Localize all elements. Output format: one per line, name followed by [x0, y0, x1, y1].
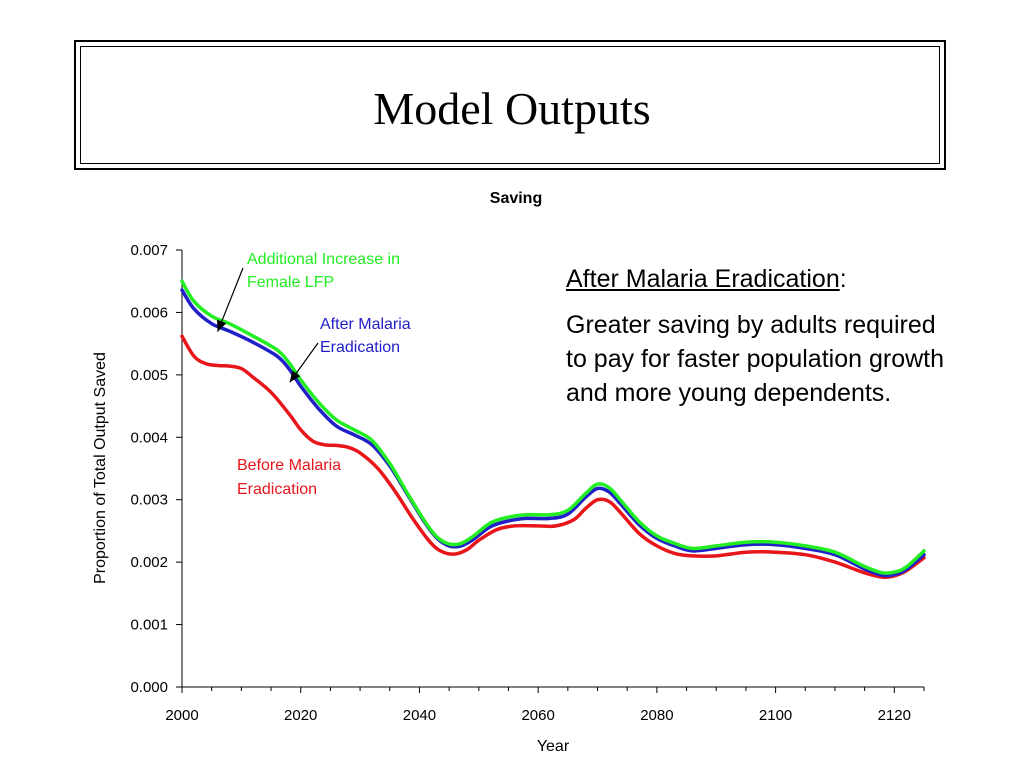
label-after-eradication-line-2: Eradication [320, 339, 400, 356]
annotation-arrows [217, 267, 319, 383]
slide-title: Model Outputs [373, 83, 651, 134]
series-before-eradication [180, 334, 926, 580]
arrow-female-lfp [217, 267, 244, 332]
series-after-eradication [180, 288, 926, 578]
label-after-eradication-line-1: After Malaria [320, 316, 411, 333]
label-before-eradication-line-2: Eradication [237, 481, 317, 498]
callout-heading: After Malaria Eradication: [566, 262, 946, 296]
callout-heading-text: After Malaria Eradication [566, 265, 840, 293]
chart-title: Saving [490, 190, 542, 207]
title-frame-inner [80, 46, 940, 164]
x-tick-label: 2080 [640, 707, 673, 724]
y-tick-label: 0.003 [130, 492, 168, 509]
label-female-lfp-line-1: Additional Increase in [247, 251, 400, 268]
y-axis-label: Proportion of Total Output Saved [92, 352, 109, 584]
annotation-callout: After Malaria Eradication: Greater savin… [566, 262, 946, 410]
x-axis-label: Year [537, 738, 570, 755]
y-tick-label: 0.004 [130, 429, 168, 446]
x-tick-label: 2020 [284, 707, 317, 724]
series-layer [180, 279, 926, 580]
axes [181, 250, 924, 688]
x-tick-label: 2000 [165, 707, 198, 724]
y-tick-label: 0.002 [130, 554, 168, 571]
title-frame [74, 40, 946, 170]
y-tick-label: 0.001 [130, 617, 168, 634]
y-tick-label: 0.006 [130, 304, 168, 321]
y-tick-label: 0.007 [130, 242, 168, 259]
x-tick-label: 2060 [521, 707, 554, 724]
x-ticks: 2000 2020 2040 2060 2080 2100 2120 [165, 687, 925, 724]
callout-heading-colon: : [839, 265, 847, 293]
label-after-eradication: After Malaria Eradication [320, 316, 411, 356]
y-tick-label: 0.000 [130, 679, 168, 696]
callout-body: Greater saving by adults required to pay… [566, 311, 945, 407]
label-female-lfp-line-2: Female LFP [247, 274, 334, 291]
label-before-eradication: Before Malaria Eradication [237, 457, 341, 498]
label-female-lfp: Additional Increase in Female LFP [247, 251, 400, 291]
arrow-female-lfp-head [217, 319, 227, 332]
series-female-lfp [180, 279, 926, 575]
y-ticks: 0.000 0.001 0.002 0.003 0.004 0.005 0.006 0.007 [130, 242, 182, 696]
arrow-after-eradication-head [289, 370, 301, 383]
x-tick-label: 2120 [878, 707, 911, 724]
y-tick-label: 0.005 [130, 367, 168, 384]
x-tick-label: 2100 [759, 707, 792, 724]
label-before-eradication-line-1: Before Malaria [237, 457, 341, 474]
x-tick-label: 2040 [403, 707, 436, 724]
